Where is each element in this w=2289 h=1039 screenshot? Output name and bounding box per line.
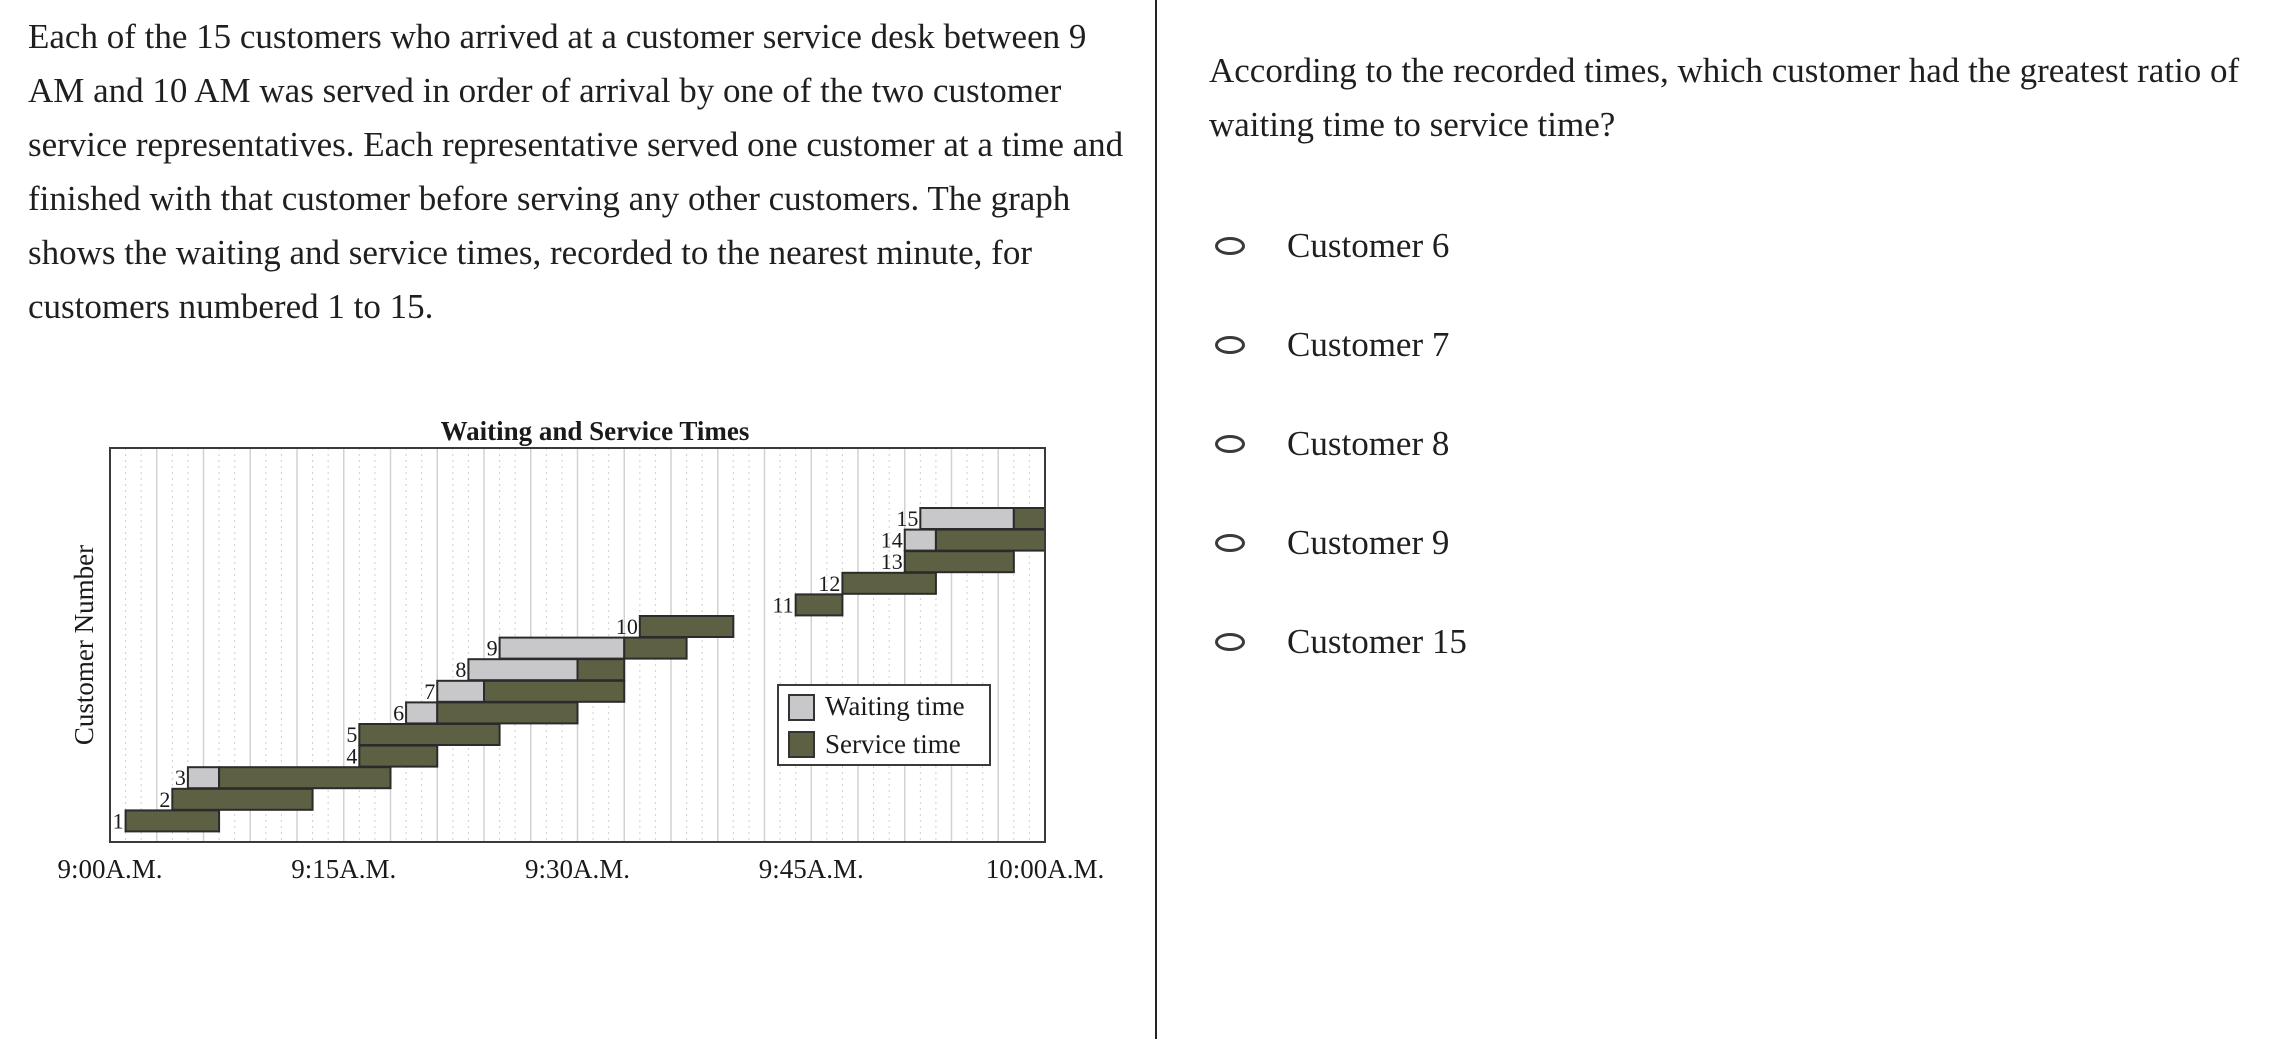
radio-button-icon[interactable] <box>1215 533 1245 552</box>
choice-customer-15[interactable]: Customer 15 <box>1215 592 1467 691</box>
customer-number-label-7: 7 <box>424 679 435 704</box>
choice-customer-8[interactable]: Customer 8 <box>1215 394 1467 493</box>
choice-label: Customer 7 <box>1287 324 1450 364</box>
choice-label: Customer 8 <box>1287 423 1450 463</box>
customer-number-label-3: 3 <box>175 765 186 790</box>
service-time-bar-5 <box>358 723 501 746</box>
x-tick-label: 9:15A.M. <box>291 854 396 884</box>
question-text: According to the recorded times, which c… <box>1209 51 2240 144</box>
radio-button-icon[interactable] <box>1215 236 1245 255</box>
customer-number-label-8: 8 <box>455 657 466 682</box>
x-tick-label: 9:30A.M. <box>525 854 630 884</box>
stimulus-pane: Each of the 15 customers who arrived at … <box>28 17 1124 884</box>
customer-number-label-13: 13 <box>881 549 903 574</box>
waiting-time-bar-8 <box>467 658 579 682</box>
waiting-time-bar-6 <box>405 701 439 725</box>
choice-customer-7[interactable]: Customer 7 <box>1215 295 1467 394</box>
service-time-bar-3 <box>218 766 392 790</box>
legend-label-service: Service time <box>825 729 961 759</box>
service-time-bar-14 <box>934 528 1047 552</box>
service-time-bar-12 <box>841 571 937 595</box>
service-time-bar-7 <box>483 679 626 703</box>
chart-bars <box>124 507 1047 833</box>
customer-number-label-11: 11 <box>772 592 793 617</box>
choice-customer-6[interactable]: Customer 6 <box>1215 196 1467 295</box>
chart-x-tick-labels: 9:00A.M. 9:15A.M. 9:30A.M. 9:45A.M. 10:00A.M… <box>57 854 1104 884</box>
customer-number-label-9: 9 <box>487 636 498 661</box>
pane-divider <box>1155 0 1157 1039</box>
service-time-bar-11 <box>794 593 844 617</box>
waiting-time-bar-14 <box>903 528 937 552</box>
x-tick-label: 9:45A.M. <box>759 854 864 884</box>
customer-number-label-12: 12 <box>818 571 840 596</box>
choice-customer-9[interactable]: Customer 9 <box>1215 493 1467 592</box>
waiting-time-bar-7 <box>436 679 485 703</box>
x-tick-label: 9:00A.M. <box>57 854 162 884</box>
waiting-time-bar-3 <box>186 766 221 790</box>
customer-number-label-10: 10 <box>616 614 638 639</box>
chart-title: Waiting and Service Times <box>441 416 750 446</box>
radio-button-icon[interactable] <box>1215 335 1245 354</box>
chart-plot-frame <box>109 447 1046 843</box>
service-time-bar-8 <box>576 658 626 682</box>
choice-label: Customer 6 <box>1287 225 1450 265</box>
service-time-bar-15 <box>1012 507 1046 530</box>
answer-choices: Customer 6 Customer 7 Customer 8 Custome… <box>1215 196 1467 691</box>
chart-y-axis-label: Customer Number <box>69 545 99 745</box>
radio-button-icon[interactable] <box>1215 434 1245 453</box>
service-time-bar-4 <box>358 744 439 768</box>
waiting-time-bar-15 <box>919 507 1015 530</box>
radio-button-icon[interactable] <box>1215 632 1245 651</box>
legend-swatch-service <box>788 731 815 758</box>
service-time-bar-10 <box>638 615 735 638</box>
customer-number-label-4: 4 <box>346 744 357 769</box>
service-time-bar-6 <box>436 701 579 725</box>
stimulus-text: Each of the 15 customers who arrived at … <box>28 17 1124 326</box>
service-time-bar-1 <box>124 809 221 833</box>
customer-number-label-6: 6 <box>393 700 404 725</box>
waiting-time-bar-9 <box>498 636 626 660</box>
choice-label: Customer 9 <box>1287 522 1450 562</box>
x-tick-label: 10:00A.M. <box>986 854 1105 884</box>
legend-label-waiting: Waiting time <box>825 691 965 721</box>
customer-number-label-15: 15 <box>896 506 918 531</box>
choice-label: Customer 15 <box>1287 621 1467 661</box>
service-time-bar-13 <box>903 550 1015 574</box>
question-pane: According to the recorded times, which c… <box>1157 0 2289 1039</box>
customer-number-label-14: 14 <box>881 528 903 553</box>
chart-legend: Waiting time Service time <box>777 684 991 766</box>
customer-number-label-2: 2 <box>159 787 170 812</box>
customer-number-label-5: 5 <box>346 722 357 747</box>
service-time-bar-9 <box>623 636 688 660</box>
customer-number-label-1: 1 <box>113 808 124 833</box>
legend-swatch-waiting <box>788 694 815 721</box>
service-time-bar-2 <box>171 787 314 811</box>
